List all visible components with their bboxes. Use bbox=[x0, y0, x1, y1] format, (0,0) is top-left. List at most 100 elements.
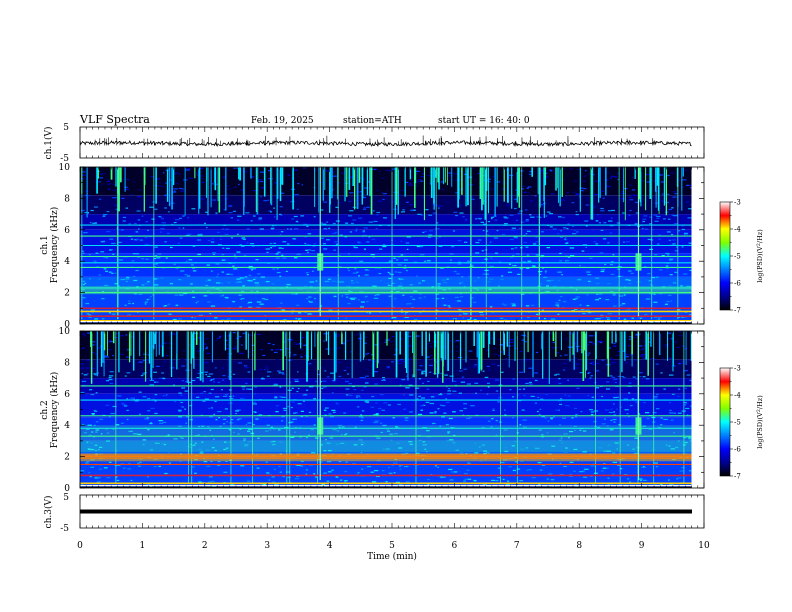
spectrogram-noise bbox=[170, 179, 172, 181]
spectrogram-noise bbox=[657, 243, 660, 245]
spectrogram-noise bbox=[555, 409, 560, 411]
spectrogram-noise bbox=[259, 368, 263, 371]
spectrogram-noise bbox=[373, 414, 378, 416]
spectrogram-noise bbox=[589, 377, 592, 379]
spectrogram-noise bbox=[295, 293, 298, 295]
spectrogram-noise bbox=[559, 260, 563, 262]
spectrogram-noise bbox=[588, 173, 591, 175]
spectrogram-noise bbox=[443, 304, 447, 306]
spectrogram-noise bbox=[305, 473, 308, 475]
spectrogram-noise bbox=[125, 288, 130, 290]
spectrogram-noise bbox=[149, 422, 153, 425]
spectrogram-noise bbox=[428, 321, 432, 323]
spectrogram-noise bbox=[250, 290, 254, 292]
spectrogram-noise bbox=[294, 431, 296, 433]
spectrogram-noise bbox=[555, 302, 560, 304]
spectrogram-noise bbox=[348, 200, 353, 202]
spectrogram-noise bbox=[96, 481, 100, 483]
spectrogram-noise bbox=[135, 269, 139, 272]
spectrogram-noise bbox=[209, 429, 212, 431]
spectrogram-noise bbox=[634, 223, 638, 225]
spectrogram-noise bbox=[344, 480, 348, 482]
spectrogram-noise bbox=[357, 241, 361, 243]
spectrogram-noise bbox=[628, 338, 632, 340]
spectrogram-noise bbox=[323, 248, 328, 250]
spectrogram-noise bbox=[631, 366, 636, 368]
spectrogram-noise bbox=[584, 175, 587, 177]
spectrogram-noise bbox=[448, 417, 453, 420]
spectrogram-noise bbox=[83, 232, 88, 234]
spectrogram-noise bbox=[673, 432, 676, 434]
spectrogram-noise bbox=[575, 211, 578, 213]
spectrogram-noise bbox=[479, 389, 483, 391]
spectrogram-noise bbox=[593, 335, 596, 337]
spectrogram-noise bbox=[521, 339, 525, 341]
spectrogram-noise bbox=[215, 212, 218, 214]
spectrogram-noise bbox=[319, 237, 324, 239]
spectrogram-noise bbox=[92, 367, 96, 370]
spectrogram-noise bbox=[616, 448, 619, 450]
spectrogram-noise bbox=[356, 271, 359, 273]
spectrogram-noise bbox=[500, 462, 505, 464]
spectrogram-noise bbox=[99, 177, 104, 179]
spectrogram-noise bbox=[552, 205, 555, 207]
spectrogram-noise bbox=[246, 228, 250, 230]
spectrogram-noise bbox=[345, 340, 350, 342]
spectrogram-noise bbox=[372, 210, 375, 212]
spectrogram-noise bbox=[569, 368, 573, 370]
spectrogram-noise bbox=[675, 446, 679, 449]
spectrogram-noise bbox=[302, 336, 305, 339]
spectrogram-noise bbox=[569, 332, 573, 334]
spectrogram-noise bbox=[507, 271, 512, 273]
spectrogram-noise bbox=[357, 299, 360, 301]
spectrogram-noise bbox=[142, 443, 145, 446]
spectrogram-noise bbox=[689, 314, 692, 316]
spectrogram-noise bbox=[459, 452, 464, 454]
spectrogram-noise bbox=[85, 462, 89, 464]
spectrogram-noise bbox=[235, 281, 239, 284]
spectrogram-noise bbox=[684, 387, 687, 390]
spectrogram-noise bbox=[392, 335, 395, 338]
spectrogram-noise bbox=[488, 369, 491, 371]
spectrogram-noise bbox=[270, 440, 273, 443]
spectrogram-noise bbox=[239, 203, 243, 205]
spectrogram-noise bbox=[109, 249, 112, 251]
spectrogram-noise bbox=[147, 281, 150, 283]
spectrogram-noise bbox=[686, 285, 691, 287]
spectrogram-mid-band bbox=[80, 425, 692, 452]
spectrogram-noise bbox=[418, 378, 422, 380]
spectrogram-noise bbox=[241, 237, 246, 240]
spectrogram-noise bbox=[684, 404, 687, 406]
spectrogram-noise bbox=[97, 347, 101, 349]
spectrogram-noise bbox=[203, 390, 206, 393]
spectrogram-noise bbox=[286, 348, 290, 350]
spectrogram-noise bbox=[353, 246, 359, 249]
spectrogram-noise bbox=[558, 382, 562, 384]
spectrogram-noise bbox=[136, 238, 140, 240]
spectrogram-noise bbox=[651, 285, 654, 287]
spectrogram-noise bbox=[117, 464, 121, 467]
spectrogram-noise bbox=[432, 212, 437, 214]
spectrogram-noise bbox=[448, 388, 451, 390]
spectrogram-noise bbox=[612, 254, 615, 256]
spectrogram-noise bbox=[634, 437, 639, 439]
spectrogram-noise bbox=[593, 361, 595, 363]
spectrogram-noise bbox=[579, 304, 582, 306]
spectrogram-noise bbox=[497, 365, 500, 367]
spectrogram-noise bbox=[574, 308, 578, 310]
spectrogram-noise bbox=[107, 179, 109, 181]
spectrogram-noise bbox=[621, 191, 624, 193]
spectrogram-noise bbox=[324, 280, 330, 283]
spectrogram-noise bbox=[590, 465, 595, 467]
spectrogram-noise bbox=[523, 242, 528, 244]
spectrogram-noise bbox=[271, 283, 275, 285]
spectrogram-noise bbox=[212, 253, 216, 255]
spectrogram-noise bbox=[205, 280, 208, 282]
spectrogram-noise bbox=[565, 242, 569, 245]
spectrogram-noise bbox=[441, 297, 445, 299]
spectrogram-noise bbox=[281, 420, 284, 422]
spectrogram-noise bbox=[337, 182, 340, 184]
spectrogram-noise bbox=[398, 447, 403, 449]
spectrogram-noise bbox=[520, 448, 525, 450]
